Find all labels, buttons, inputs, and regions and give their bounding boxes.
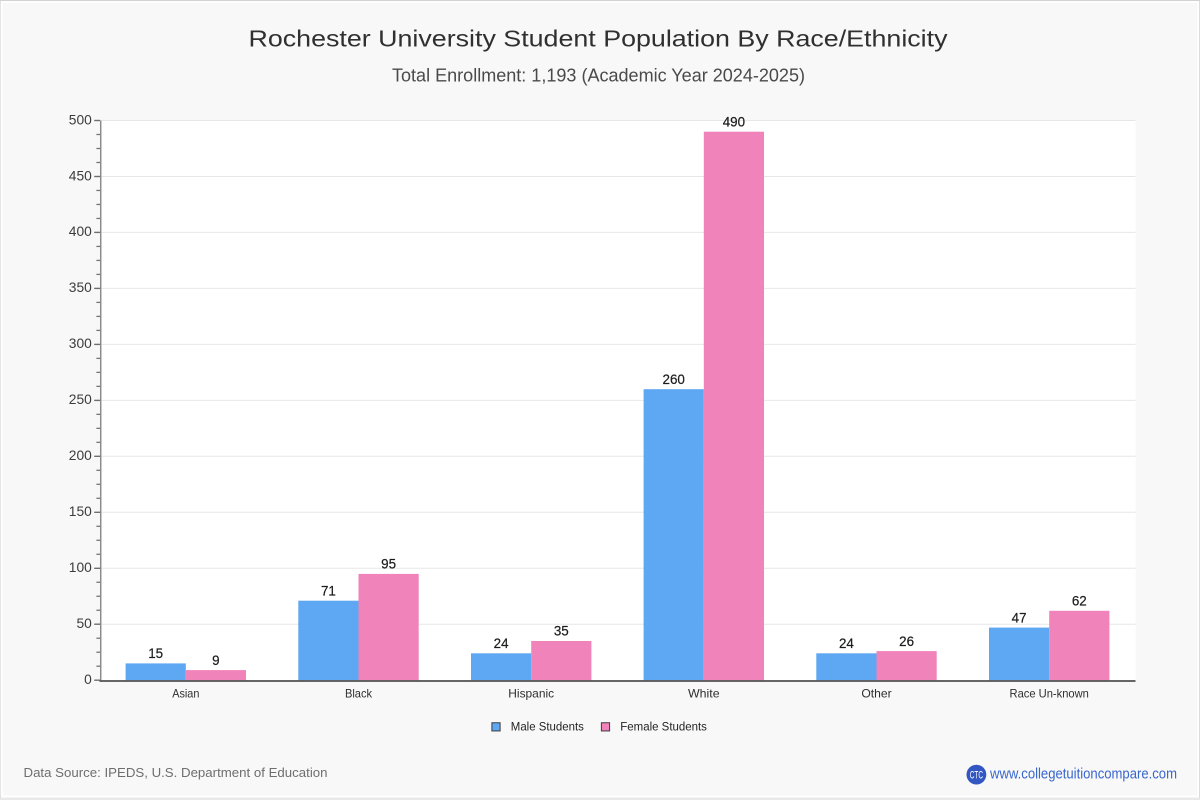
svg-text:Female Students: Female Students (620, 719, 707, 733)
svg-text:62: 62 (1072, 594, 1087, 609)
svg-text:Asian: Asian (172, 687, 199, 701)
svg-text:300: 300 (69, 336, 92, 351)
svg-text:Rochester University Student P: Rochester University Student Population … (249, 26, 949, 52)
svg-text:9: 9 (212, 653, 219, 668)
svg-text:24: 24 (839, 636, 854, 651)
svg-text:15: 15 (148, 646, 163, 661)
svg-text:CTC: CTC (970, 770, 983, 782)
svg-text:White: White (688, 687, 720, 701)
svg-text:150: 150 (69, 504, 92, 519)
svg-text:Race Un-known: Race Un-known (1010, 687, 1089, 701)
svg-text:200: 200 (69, 448, 92, 463)
svg-text:47: 47 (1012, 610, 1027, 625)
svg-text:Hispanic: Hispanic (508, 687, 554, 701)
svg-text:260: 260 (663, 372, 685, 387)
svg-text:490: 490 (723, 114, 745, 129)
svg-text:250: 250 (69, 392, 92, 407)
svg-text:35: 35 (554, 624, 569, 639)
svg-text:50: 50 (76, 616, 92, 631)
svg-text:Data Source: IPEDS, U.S. Depar: Data Source: IPEDS, U.S. Department of E… (24, 765, 328, 780)
svg-text:Other: Other (861, 687, 891, 701)
svg-text:71: 71 (321, 583, 336, 598)
svg-text:95: 95 (381, 557, 396, 572)
svg-text:400: 400 (69, 224, 92, 239)
svg-text:100: 100 (69, 560, 92, 575)
svg-text:Male Students: Male Students (511, 719, 584, 733)
svg-text:www.collegetuitioncompare.com: www.collegetuitioncompare.com (989, 767, 1177, 783)
svg-text:26: 26 (899, 634, 914, 649)
svg-text:0: 0 (84, 672, 92, 687)
svg-text:500: 500 (69, 112, 92, 127)
svg-text:24: 24 (494, 636, 509, 651)
svg-text:350: 350 (69, 280, 92, 295)
svg-text:450: 450 (69, 168, 92, 183)
svg-text:Black: Black (345, 687, 372, 701)
svg-text:Total Enrollment: 1,193 (Acade: Total Enrollment: 1,193 (Academic Year 2… (392, 65, 805, 86)
